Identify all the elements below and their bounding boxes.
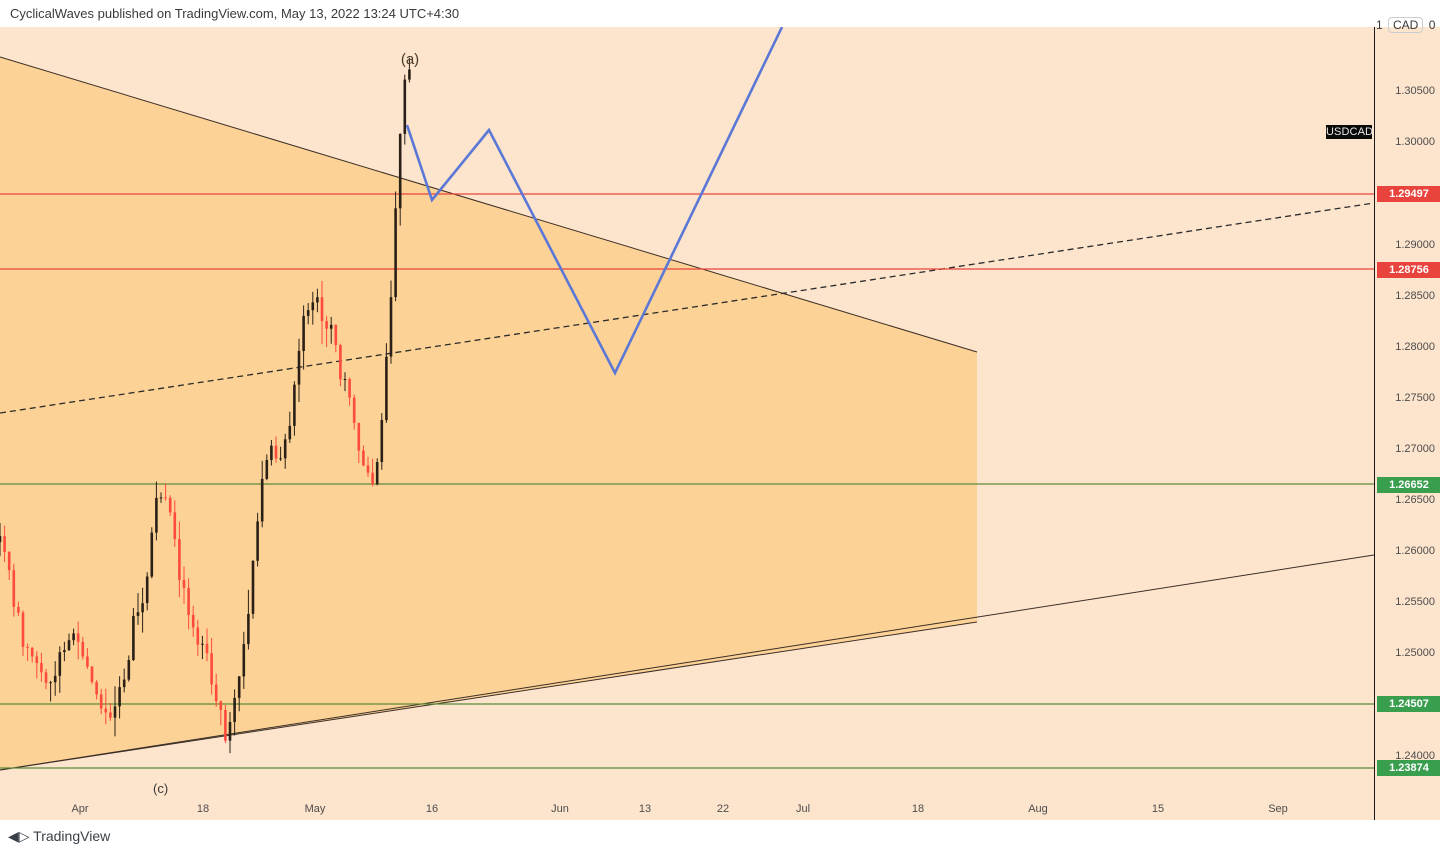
svg-text:(c): (c) xyxy=(153,781,168,796)
svg-text:(a): (a) xyxy=(401,51,419,68)
